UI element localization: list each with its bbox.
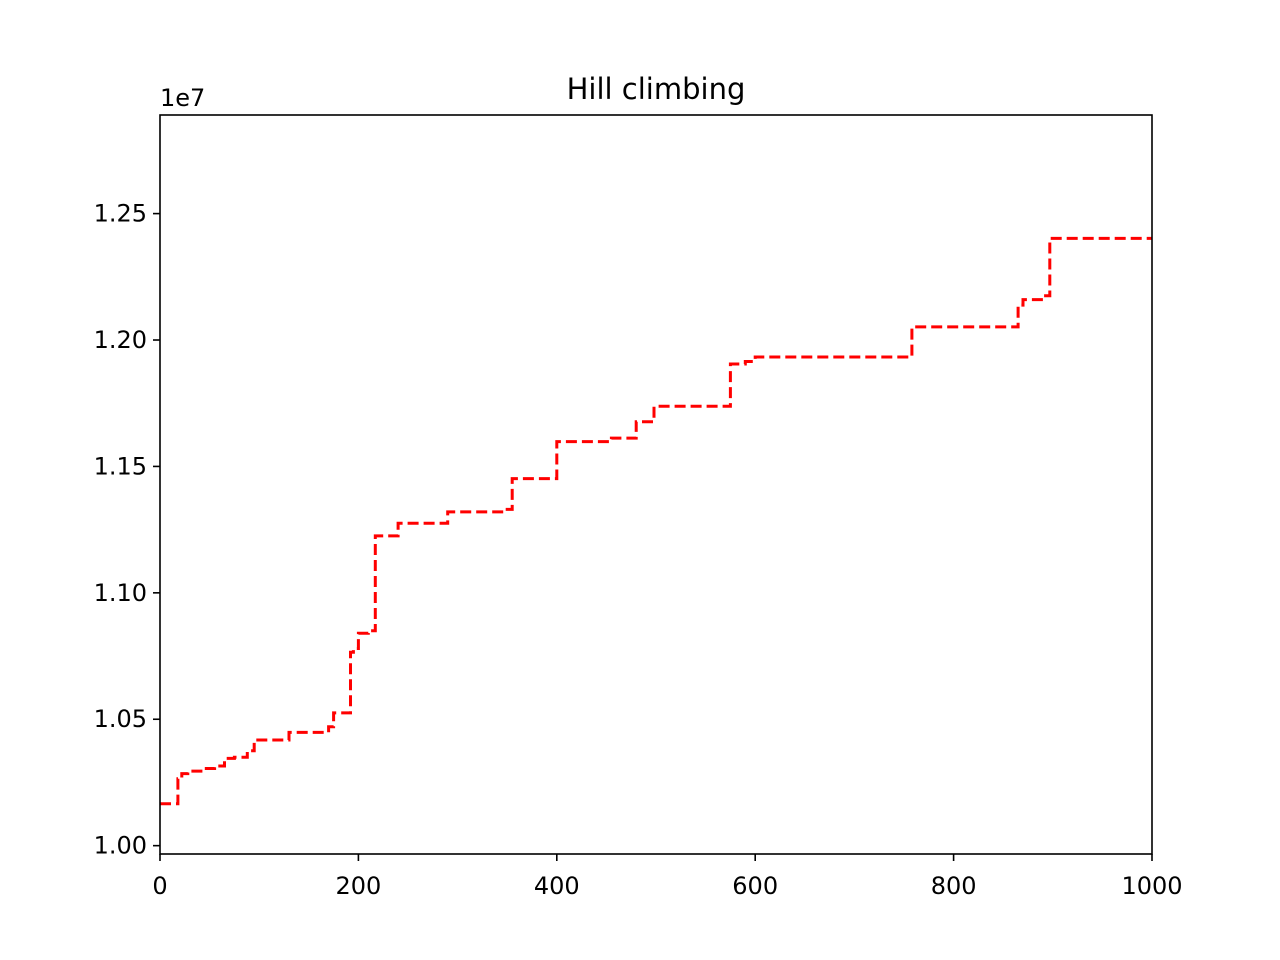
y-tick-label: 1.15 xyxy=(94,452,147,480)
plot-area xyxy=(160,236,1152,806)
y-tick-label: 1.20 xyxy=(94,326,147,354)
chart-title: Hill climbing xyxy=(567,72,746,106)
y-tick-label: 1.05 xyxy=(94,705,147,733)
y-tick-label: 1.25 xyxy=(94,200,147,228)
x-tick-label: 600 xyxy=(732,872,778,900)
y-tick-label: 1.00 xyxy=(94,832,147,860)
x-tick-label: 200 xyxy=(335,872,381,900)
x-tick-label: 800 xyxy=(931,872,977,900)
x-tick-label: 0 xyxy=(152,872,167,900)
x-tick-label: 1000 xyxy=(1121,872,1182,900)
y-tick-label: 1.10 xyxy=(94,579,147,607)
y-offset-label: 1e7 xyxy=(160,84,205,112)
axes-frame xyxy=(159,114,1153,855)
x-tick-label: 400 xyxy=(534,872,580,900)
series-line xyxy=(160,236,1152,806)
axis-ticks: 0 200 400 600 800 1000 1.00 1.05 1.10 1.15 1.20 1.2… xyxy=(94,200,1183,900)
